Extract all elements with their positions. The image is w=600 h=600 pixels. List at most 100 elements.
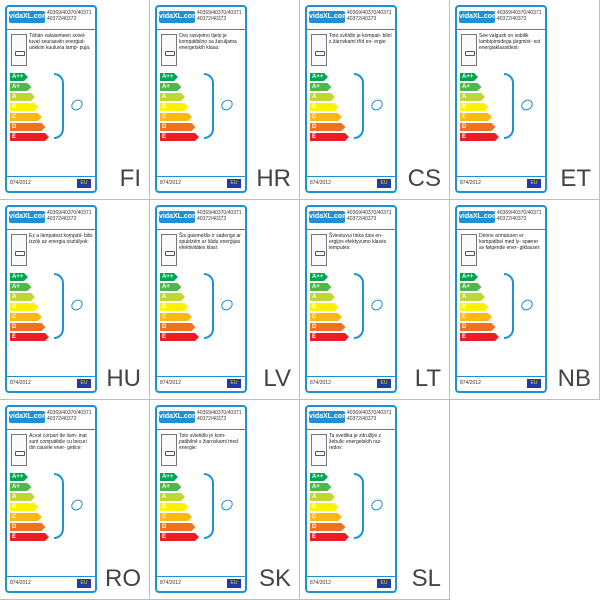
energy-class-bar: A++ bbox=[10, 473, 28, 481]
energy-label-cell: vidaXL.com 40369/40370/40371 40372/40373 T… bbox=[300, 0, 450, 200]
bulb-icon bbox=[219, 497, 235, 513]
label-header: vidaXL.com 40369/40370/40371 40372/40373 bbox=[457, 207, 545, 230]
energy-class-bar: A++ bbox=[460, 273, 478, 281]
regulation-number: 874/2012 bbox=[10, 580, 31, 586]
energy-label-card: vidaXL.com 40369/40370/40371 40372/40373 T… bbox=[155, 405, 247, 593]
energy-label-card: vidaXL.com 40369/40370/40371 40372/40373 T… bbox=[305, 5, 397, 193]
compatibility-text: Ez a lámpatest kompati- bilis izzók az e… bbox=[29, 233, 93, 245]
energy-label-cell: vidaXL.com 40369/40370/40371 40372/40373 T… bbox=[0, 0, 150, 200]
product-codes: 40369/40370/40371 40372/40373 bbox=[497, 10, 542, 22]
compatibility-text: Denne armaturen er kompatibel med ly- sp… bbox=[479, 233, 541, 251]
energy-class-bar: D bbox=[160, 523, 196, 531]
regulation-number: 874/2012 bbox=[160, 580, 181, 586]
bulb-icon bbox=[69, 297, 85, 313]
energy-class-bar: C bbox=[160, 513, 192, 521]
product-codes: 40369/40370/40371 40372/40373 bbox=[47, 210, 92, 222]
label-header: vidaXL.com 40369/40370/40371 40372/40373 bbox=[7, 407, 95, 430]
energy-label-card: vidaXL.com 40369/40370/40371 40372/40373 Š… bbox=[155, 205, 247, 393]
lamp-fixture-icon bbox=[311, 34, 327, 66]
energy-class-scale: A++ A+ A B C D E bbox=[10, 73, 50, 143]
energy-class-bar: A+ bbox=[10, 283, 32, 291]
energy-class-bar: D bbox=[160, 123, 196, 131]
energy-class-bar: E bbox=[10, 133, 49, 141]
class-range-brace bbox=[504, 73, 514, 139]
energy-class-scale: A++ A+ A B C D E bbox=[10, 273, 50, 343]
energy-class-bar: D bbox=[310, 523, 346, 531]
energy-class-bar: A++ bbox=[310, 473, 328, 481]
lamp-fixture-icon bbox=[161, 234, 177, 266]
energy-class-bar: A bbox=[160, 293, 185, 301]
energy-class-bar: C bbox=[160, 113, 192, 121]
eu-flag-icon: EU bbox=[77, 179, 91, 188]
energy-class-bar: A+ bbox=[10, 483, 32, 491]
energy-label-cell: vidaXL.com 40369/40370/40371 40372/40373 E… bbox=[0, 200, 150, 400]
energy-label-card: vidaXL.com 40369/40370/40371 40372/40373 A… bbox=[5, 405, 97, 593]
lamp-fixture-icon bbox=[461, 34, 477, 66]
product-codes: 40369/40370/40371 40372/40373 bbox=[197, 210, 242, 222]
energy-class-bar: C bbox=[160, 313, 192, 321]
regulation-number: 874/2012 bbox=[460, 180, 481, 186]
label-footer: 874/2012 EU bbox=[157, 576, 245, 591]
energy-class-bar: D bbox=[460, 323, 496, 331]
energy-class-bar: B bbox=[310, 103, 339, 111]
energy-class-bar: A+ bbox=[160, 283, 182, 291]
eu-flag-icon: EU bbox=[377, 179, 391, 188]
energy-class-bar: A+ bbox=[460, 83, 482, 91]
product-codes: 40369/40370/40371 40372/40373 bbox=[347, 10, 392, 22]
label-header: vidaXL.com 40369/40370/40371 40372/40373 bbox=[157, 207, 245, 230]
energy-class-bar: B bbox=[310, 503, 339, 511]
label-header: vidaXL.com 40369/40370/40371 40372/40373 bbox=[307, 7, 395, 30]
language-code: NB bbox=[557, 365, 591, 392]
label-header: vidaXL.com 40369/40370/40371 40372/40373 bbox=[307, 207, 395, 230]
energy-class-bar: A bbox=[160, 93, 185, 101]
energy-class-bar: A bbox=[460, 93, 485, 101]
class-range-brace bbox=[204, 73, 214, 139]
regulation-number: 874/2012 bbox=[10, 380, 31, 386]
lamp-fixture-icon bbox=[11, 34, 27, 66]
energy-label-card: vidaXL.com 40369/40370/40371 40372/40373 D… bbox=[455, 205, 547, 393]
energy-class-bar: D bbox=[460, 123, 496, 131]
language-code: RO bbox=[105, 565, 141, 592]
product-codes: 40369/40370/40371 40372/40373 bbox=[47, 10, 92, 22]
energy-class-bar: E bbox=[10, 533, 49, 541]
eu-flag-icon: EU bbox=[227, 179, 241, 188]
energy-class-bar: A bbox=[10, 93, 35, 101]
brand-logo: vidaXL.com bbox=[159, 11, 198, 23]
energy-class-bar: A++ bbox=[160, 473, 178, 481]
language-code: HU bbox=[106, 365, 141, 392]
bulb-icon bbox=[519, 97, 535, 113]
energy-class-bar: A+ bbox=[310, 83, 332, 91]
energy-class-bar: B bbox=[460, 103, 489, 111]
bulb-icon bbox=[219, 297, 235, 313]
energy-class-bar: D bbox=[310, 123, 346, 131]
class-range-brace bbox=[54, 473, 64, 539]
energy-label-cell: vidaXL.com 40369/40370/40371 40372/40373 A… bbox=[0, 400, 150, 600]
lamp-fixture-icon bbox=[161, 434, 177, 466]
label-footer: 874/2012 EU bbox=[457, 176, 545, 191]
language-code: ET bbox=[560, 165, 591, 192]
label-footer: 874/2012 EU bbox=[7, 376, 95, 391]
class-range-brace bbox=[54, 273, 64, 339]
energy-class-bar: A++ bbox=[310, 73, 328, 81]
regulation-number: 874/2012 bbox=[160, 380, 181, 386]
energy-class-bar: B bbox=[310, 303, 339, 311]
energy-class-bar: A++ bbox=[310, 273, 328, 281]
brand-logo: vidaXL.com bbox=[159, 211, 198, 223]
brand-logo: vidaXL.com bbox=[159, 411, 198, 423]
energy-class-bar: C bbox=[310, 113, 342, 121]
label-footer: 874/2012 EU bbox=[157, 376, 245, 391]
energy-class-bar: A bbox=[10, 493, 35, 501]
brand-logo: vidaXL.com bbox=[459, 11, 498, 23]
eu-flag-icon: EU bbox=[77, 379, 91, 388]
energy-class-bar: A bbox=[160, 493, 185, 501]
energy-class-bar: E bbox=[460, 333, 499, 341]
regulation-number: 874/2012 bbox=[310, 180, 331, 186]
lamp-fixture-icon bbox=[311, 434, 327, 466]
class-range-brace bbox=[354, 73, 364, 139]
energy-class-scale: A++ A+ A B C D E bbox=[10, 473, 50, 543]
energy-class-scale: A++ A+ A B C D E bbox=[160, 273, 200, 343]
energy-class-bar: C bbox=[310, 513, 342, 521]
energy-class-bar: A++ bbox=[460, 73, 478, 81]
class-range-brace bbox=[204, 473, 214, 539]
energy-class-bar: A++ bbox=[10, 273, 28, 281]
